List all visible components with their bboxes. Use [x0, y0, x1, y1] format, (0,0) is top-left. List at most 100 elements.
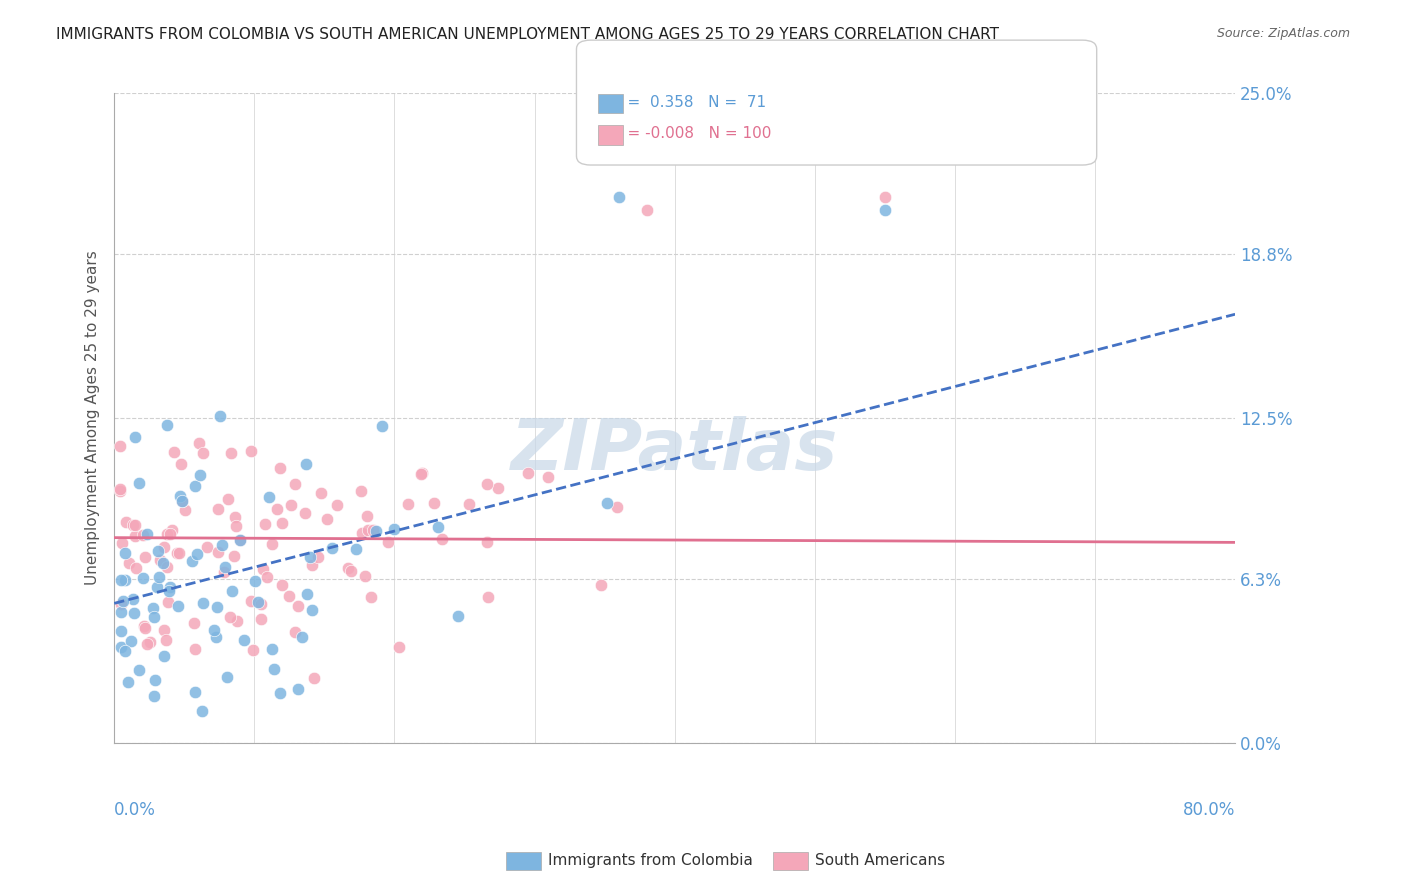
Text: 0.0%: 0.0% [114, 801, 156, 819]
Point [110, 605, 132, 619]
Point [118, 556, 141, 570]
Point [316, 512, 339, 526]
Point [205, 600, 228, 615]
Point [124, 529, 146, 543]
Point [457, 498, 479, 512]
Point [352, 525, 374, 540]
Point [271, 516, 294, 530]
Point [125, 561, 148, 575]
Point [242, 642, 264, 657]
Point [250, 598, 273, 612]
Point [209, 409, 232, 424]
Point [486, 482, 509, 496]
Point [232, 633, 254, 648]
Point [136, 637, 159, 651]
Point [149, 552, 172, 566]
Point [183, 615, 205, 630]
Point [191, 446, 214, 460]
Point [475, 534, 498, 549]
Point [284, 477, 307, 491]
Point [139, 635, 162, 649]
Point [174, 503, 197, 517]
Point [309, 486, 332, 500]
Point [873, 203, 896, 218]
Point [371, 419, 394, 434]
Point [114, 545, 136, 559]
Point [249, 611, 271, 625]
Point [115, 515, 138, 529]
Point [111, 536, 134, 550]
Point [117, 675, 139, 690]
Point [172, 493, 194, 508]
Point [170, 457, 193, 471]
Point [357, 524, 380, 538]
Point [260, 537, 283, 551]
Text: R = -0.008   N = 100: R = -0.008 N = 100 [612, 127, 770, 141]
Point [225, 519, 247, 533]
Point [188, 468, 211, 483]
Point [422, 496, 444, 510]
Point [256, 570, 278, 584]
Point [246, 595, 269, 609]
Point [388, 640, 411, 654]
Point [215, 670, 238, 684]
Point [263, 662, 285, 676]
Point [124, 607, 146, 621]
Text: R =  0.358   N =  71: R = 0.358 N = 71 [612, 95, 766, 110]
Point [184, 478, 207, 492]
Y-axis label: Unemployment Among Ages 25 to 29 years: Unemployment Among Ages 25 to 29 years [86, 251, 100, 585]
Text: Immigrants from Colombia: Immigrants from Colombia [548, 854, 754, 868]
Point [186, 547, 208, 561]
Point [224, 549, 246, 563]
Point [295, 457, 318, 471]
Point [280, 498, 302, 512]
Point [606, 500, 628, 515]
Point [291, 631, 314, 645]
Point [114, 644, 136, 658]
Point [269, 686, 291, 700]
Point [382, 523, 405, 537]
Text: South Americans: South Americans [815, 854, 946, 868]
Point [287, 681, 309, 696]
Point [295, 586, 318, 600]
Point [152, 649, 174, 664]
Point [112, 593, 135, 607]
Point [110, 574, 132, 588]
Point [148, 544, 170, 558]
Point [187, 436, 209, 450]
Point [321, 541, 343, 556]
Point [294, 506, 316, 520]
Point [207, 501, 229, 516]
Point [307, 550, 329, 565]
Point [183, 641, 205, 656]
Point [287, 599, 309, 613]
Point [132, 571, 155, 585]
Point [124, 430, 146, 444]
Point [143, 610, 166, 624]
Point [155, 633, 177, 648]
Point [160, 523, 183, 537]
Point [284, 625, 307, 640]
Text: 80.0%: 80.0% [1182, 801, 1234, 819]
Point [110, 483, 132, 498]
Point [214, 565, 236, 579]
Point [301, 558, 323, 573]
Point [180, 554, 202, 568]
Point [278, 589, 301, 603]
Text: Source: ZipAtlas.com: Source: ZipAtlas.com [1216, 27, 1350, 40]
Point [148, 570, 170, 584]
Point [128, 663, 150, 677]
Point [110, 482, 132, 496]
Point [124, 517, 146, 532]
Point [120, 633, 142, 648]
Point [114, 573, 136, 587]
Point [595, 496, 617, 510]
Point [156, 595, 179, 609]
Point [377, 535, 399, 549]
Point [183, 685, 205, 699]
Point [221, 584, 243, 599]
Point [589, 578, 612, 592]
Point [607, 190, 630, 204]
Point [142, 601, 165, 615]
Point [132, 527, 155, 541]
